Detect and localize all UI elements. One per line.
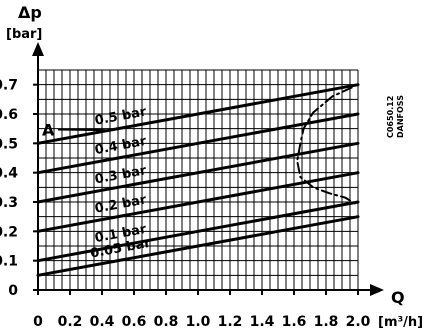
boundary-layer	[296, 86, 356, 205]
y-tick-label: 0.4	[0, 166, 18, 182]
y-tick-label: 0	[8, 283, 18, 299]
x-tick-label: 0.4	[90, 314, 115, 329]
series-line	[36, 141, 360, 204]
y-tick-label: 0.1	[0, 254, 18, 270]
x-axis-label: Q	[391, 288, 405, 307]
x-tick-label: 0.6	[122, 314, 147, 329]
x-tick-label: 0.8	[154, 314, 179, 329]
series-line	[36, 215, 360, 277]
y-tick-label: 0.2	[0, 224, 18, 240]
annotation-label: A	[42, 120, 55, 139]
x-tick-label: 1.6	[282, 314, 307, 329]
y-axis-arrow	[32, 42, 44, 56]
boundary-curve	[296, 86, 356, 205]
y-axis-label: Δp	[18, 3, 42, 22]
x-tick-label: 0.2	[58, 314, 83, 329]
x-tick-label: 1.8	[314, 314, 339, 329]
y-axis-unit: [bar]	[6, 27, 42, 42]
series-line	[36, 112, 360, 175]
x-tick-label: 1.4	[250, 314, 275, 329]
y-tick-label: 0.6	[0, 107, 18, 123]
x-tick-label: 1.0	[186, 314, 211, 329]
y-tick-label: 0.3	[0, 195, 18, 211]
grid-layer	[37, 69, 359, 291]
x-tick-label: 1.2	[218, 314, 243, 329]
x-axis-arrow	[370, 284, 384, 296]
y-tick-label: 0.7	[0, 78, 18, 94]
series-layer	[36, 83, 360, 277]
side-code-line-1: C0650.12	[386, 96, 395, 138]
series-line	[36, 83, 360, 145]
series-line	[36, 171, 360, 233]
annotation-pointer	[57, 128, 106, 132]
y-tick-label: 0.5	[0, 136, 18, 152]
x-tick-label: 2.0	[346, 314, 371, 329]
side-code-line-2: DANFOSS	[396, 95, 405, 138]
x-tick-label: 0	[33, 314, 43, 329]
x-axis-unit: [m³/h]	[378, 315, 423, 329]
series-line	[36, 200, 360, 263]
axis-layer	[32, 42, 384, 296]
text-layer: 0 0.2 0.4 0.6 0.8 1.0 1.2 1.4 1.6 1.8 2.0 0 0.1 0.2 0.…	[0, 3, 423, 329]
side-code-group: C0650.12 DANFOSS	[386, 95, 405, 138]
